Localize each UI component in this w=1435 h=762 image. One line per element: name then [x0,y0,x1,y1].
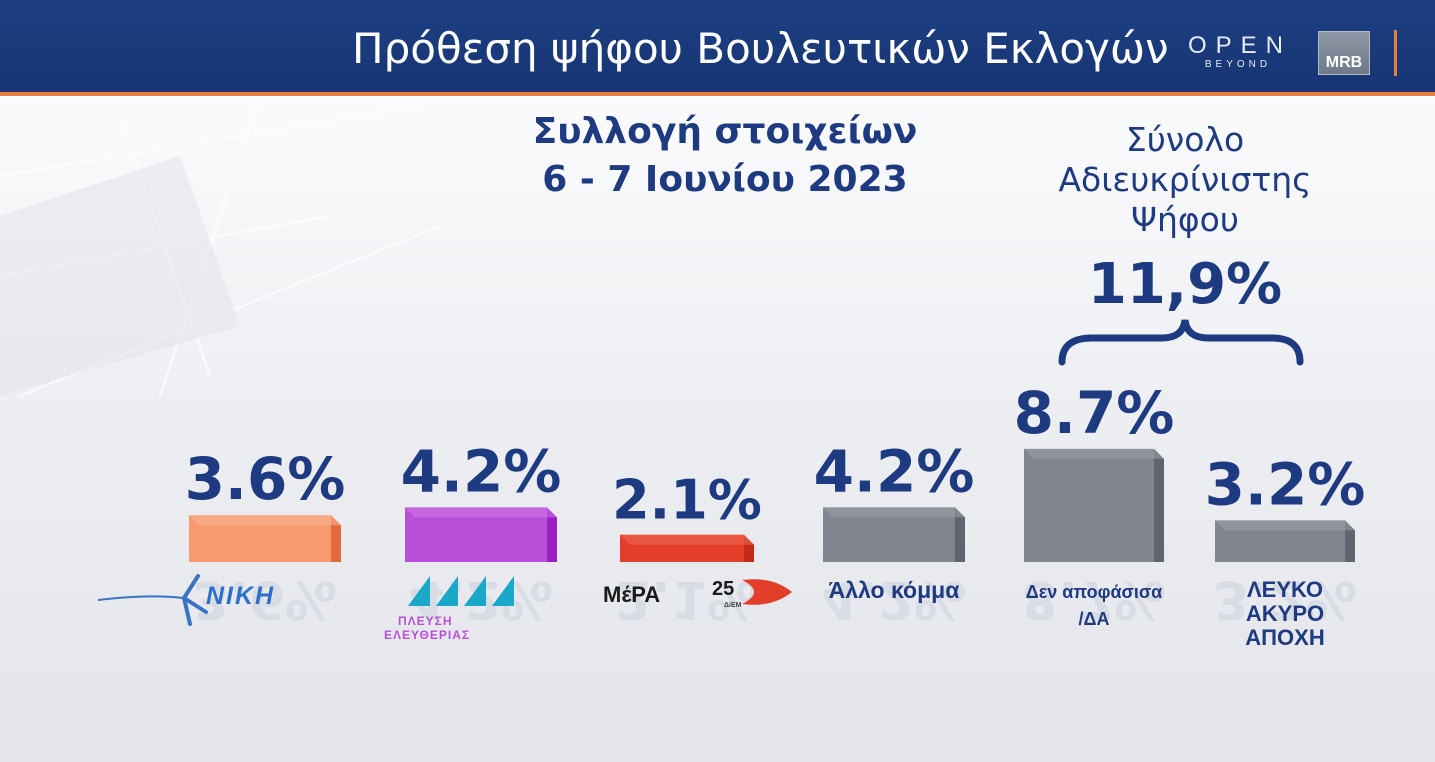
bar-value-label: 4.2% [401,437,562,505]
bar-top [1215,520,1355,531]
category-label: ΛΕΥΚΟ ΑΚΥΡΟ ΑΠΟΧΗ [1245,577,1324,650]
bar-value-label: 8.7% [1014,379,1175,447]
bar-value-label: 3.6% [185,445,346,513]
plefsi-logo-line-2: ΕΛΕΥΘΕΡΙΑΣ [384,628,471,642]
bar-side [1345,520,1355,562]
plefsi-logo-line-1: ΠΛΕΥΣΗ [398,614,453,628]
bar-side [1154,448,1164,562]
bar-side [547,507,557,562]
bar-value-reflection: 2.1% [615,569,759,629]
fieldwork-line-1: Συλλογή στοιχείων [532,111,918,152]
bar-value-reflection: 4.2% [822,569,966,629]
category-label-line: ΑΚΥΡΟ [1246,601,1324,626]
undecided-line-1: Σύνολο [1125,120,1245,159]
category-label-line: Άλλο κόμμα [829,577,960,603]
fieldwork-line-2: 6 - 7 Ιουνίου 2023 [542,159,908,200]
open-logo-text: OPEN [1188,32,1293,59]
category-label-line: ΑΠΟΧΗ [1245,625,1324,650]
background-decoration [0,96,441,397]
undecided-line-3: Ψήφου [1131,200,1239,239]
bar-value-label: 3.2% [1205,450,1366,518]
mera25-logo-text: ΜέΡΑ [603,582,661,607]
bar-top [1024,448,1164,459]
mera25-arrow-icon [742,579,792,605]
undecided-total-label: Σύνολο Αδιευκρίνιστης Ψήφου [1032,120,1338,240]
page-title: Πρόθεση ψήφου Βουλευτικών Εκλογών [352,24,1169,73]
mrb-logo: MRB [1318,31,1370,75]
header-accent-divider [1394,30,1397,76]
bar-top [189,515,341,526]
mera25-logo-number: 25 [712,578,735,600]
niki-windmill-icon [98,574,208,626]
undecided-brace [1058,319,1304,366]
niki-logo-text: ΝΙΚΗ [206,582,276,610]
bar-value-reflection: 3.2% [1213,569,1357,629]
plefsi-sails-icon [408,576,514,606]
category-label-line: /ΔΑ [1079,609,1110,629]
deco-line [0,105,421,177]
bar [1024,448,1154,562]
bar-top [620,534,754,545]
mera25-logo-subtext: ΔiEM [724,602,742,609]
bar-top [823,507,965,518]
bar-value-reflection: 3.6% [193,569,337,629]
deco-shape [0,156,240,396]
bar-value-label: 2.1% [612,469,762,532]
category-label-line: ΛΕΥΚΟ [1247,577,1323,602]
bar-top [405,507,557,518]
category-label: Δεν αποφάσισα/ΔΑ [1026,582,1162,629]
undecided-total-value: 11,9% [1087,252,1283,317]
bar-value-reflection: 8.7% [1022,569,1166,629]
bar-side [331,515,341,562]
undecided-line-2: Αδιευκρίνιστης [1058,160,1312,199]
bars-group: 3.6%3.6%4.2%4.2%2.1%2.1%4.2%4.2%Άλλο κόμ… [185,379,1366,650]
open-beyond-logo: OPEN BEYOND [1188,33,1288,71]
bar-value-label: 4.2% [814,437,975,505]
category-label-line: Δεν αποφάσισα [1026,582,1162,602]
fieldwork-dates: Συλλογή στοιχείων 6 - 7 Ιουνίου 2023 [520,108,930,204]
category-label: Άλλο κόμμα [829,577,960,603]
header-bar: Πρόθεση ψήφου Βουλευτικών Εκλογών OPEN B… [0,0,1435,96]
bar-side [955,507,965,562]
open-logo-subtext: BEYOND [1204,59,1272,70]
